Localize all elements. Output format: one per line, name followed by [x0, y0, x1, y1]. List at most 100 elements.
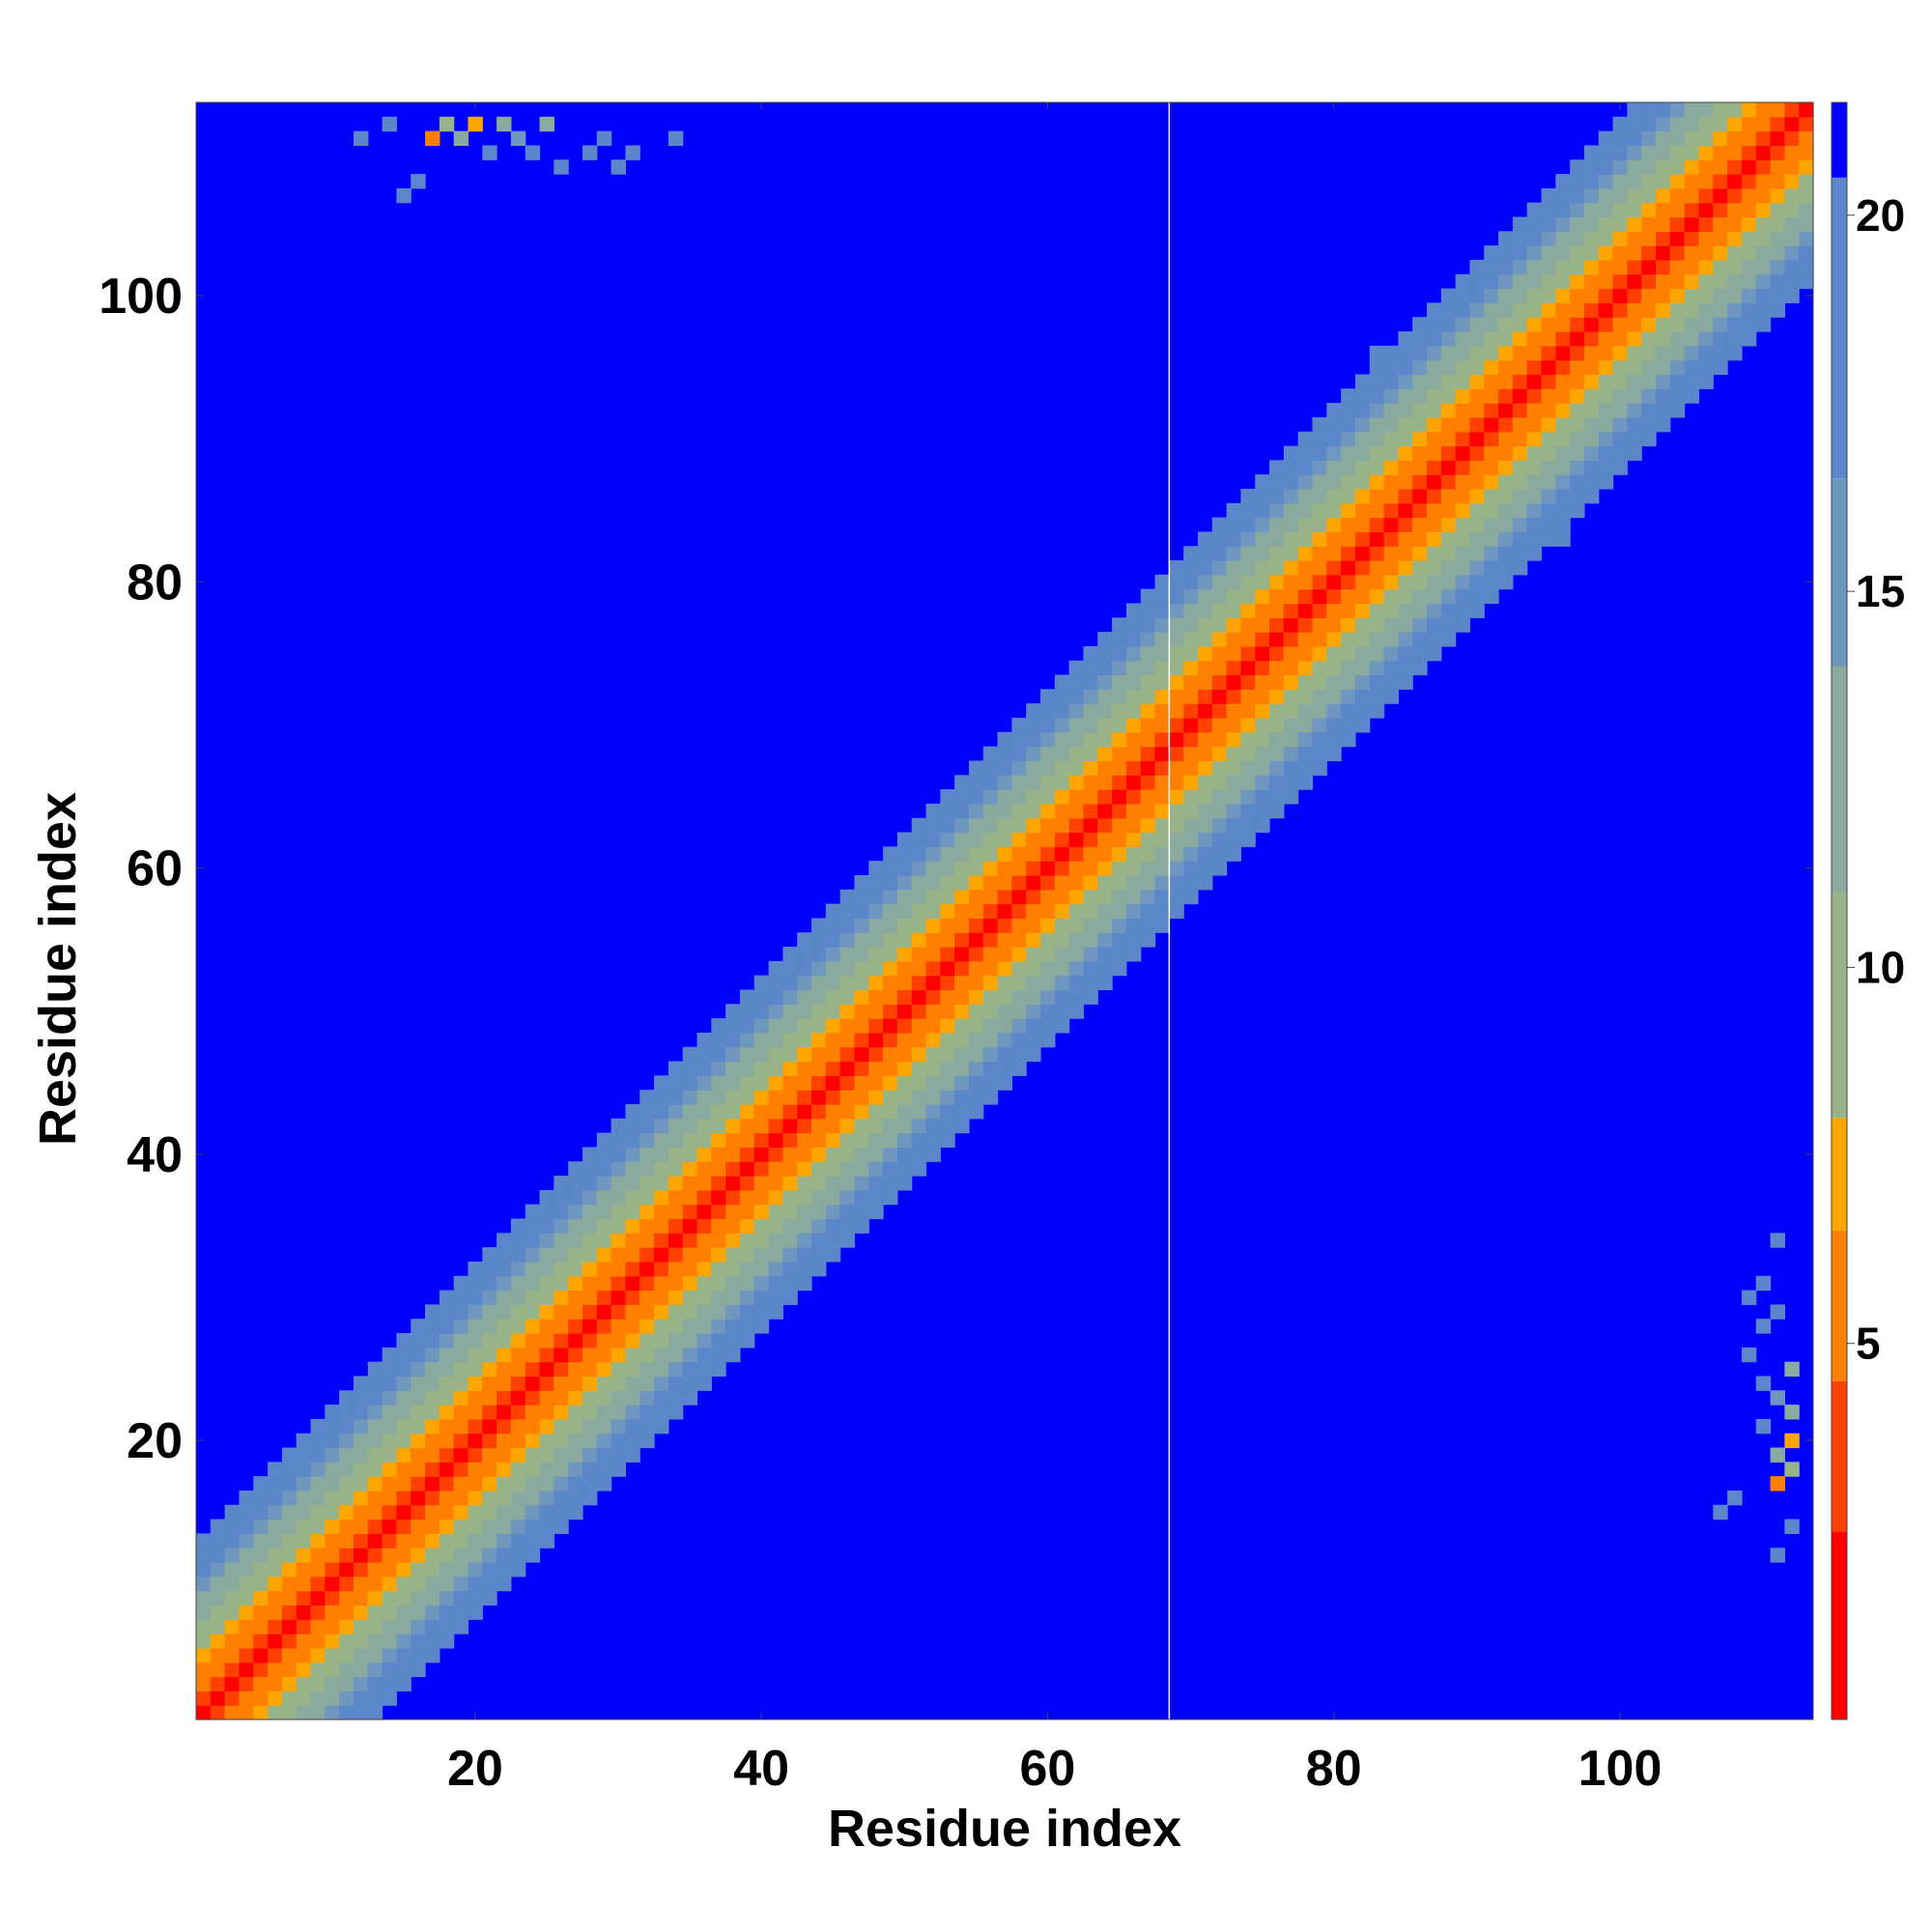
- heatmap-cell: [982, 1090, 999, 1105]
- heatmap-cell: [1312, 574, 1327, 590]
- heatmap-cell: [739, 1304, 755, 1320]
- heatmap-cell: [1656, 345, 1671, 361]
- heatmap-cell: [1440, 546, 1457, 561]
- heatmap-cell: [1183, 861, 1199, 876]
- heatmap-cell: [911, 889, 927, 905]
- heatmap-cell: [1669, 130, 1686, 147]
- heatmap-cell: [1211, 574, 1228, 590]
- heatmap-cell: [868, 932, 884, 948]
- heatmap-cell: [1283, 488, 1299, 504]
- heatmap-cell: [1211, 531, 1228, 547]
- heatmap-cell: [1197, 632, 1213, 647]
- heatmap-cell: [1326, 645, 1342, 662]
- heatmap-cell: [1713, 174, 1728, 189]
- heatmap-cell: [1784, 216, 1800, 232]
- heatmap-cell: [1469, 259, 1485, 275]
- colorbar-tick-label: 10: [1856, 942, 1905, 992]
- heatmap-cell: [1297, 517, 1314, 533]
- heatmap-cell: [482, 1390, 497, 1406]
- heatmap-cell: [782, 1147, 798, 1162]
- heatmap-cell: [1669, 245, 1686, 261]
- heatmap-cell: [954, 832, 970, 847]
- heatmap-cell: [753, 1261, 770, 1277]
- heatmap-cell: [682, 1361, 698, 1378]
- heatmap-cell: [1183, 560, 1199, 576]
- heatmap-cell: [1026, 889, 1041, 905]
- colorbar-segment: [1832, 1531, 1847, 1719]
- heatmap-cell: [1112, 861, 1127, 876]
- heatmap-cell: [1469, 359, 1485, 376]
- heatmap-cell: [1541, 388, 1556, 404]
- heatmap-cell: [811, 960, 827, 977]
- heatmap-cell: [654, 1161, 669, 1177]
- heatmap-cell: [596, 1376, 612, 1391]
- heatmap-cell: [782, 1018, 798, 1034]
- heatmap-cell: [1125, 632, 1142, 647]
- heatmap-cell: [1526, 331, 1543, 347]
- heatmap-cell: [725, 1319, 741, 1334]
- heatmap-cell: [310, 1619, 326, 1634]
- heatmap-cell: [1713, 273, 1728, 290]
- heatmap-cell: [1255, 488, 1270, 504]
- heatmap-cell: [1484, 359, 1499, 376]
- heatmap-cell: [554, 1333, 569, 1349]
- heatmap-cell: [1183, 718, 1199, 733]
- heatmap-cell: [1040, 960, 1056, 977]
- heatmap-cell: [497, 1519, 512, 1535]
- heatmap-cell: [210, 1676, 226, 1691]
- heatmap-cell: [611, 1233, 627, 1248]
- heatmap-cell: [1269, 689, 1285, 704]
- heatmap-cell: [696, 1118, 712, 1134]
- heatmap-cell: [353, 1490, 369, 1506]
- heatmap-cell: [268, 1590, 283, 1606]
- heatmap-cell: [382, 1533, 397, 1548]
- heatmap-cell: [482, 1261, 497, 1277]
- heatmap-cell: [896, 1004, 913, 1019]
- heatmap-cell: [525, 1290, 541, 1305]
- heatmap-cell: [382, 1634, 397, 1649]
- heatmap-cell: [411, 1662, 426, 1678]
- heatmap-cell: [539, 1504, 554, 1520]
- heatmap-cell: [382, 1576, 397, 1592]
- heatmap-cell: [711, 1032, 726, 1048]
- heatmap-cell: [396, 1619, 412, 1634]
- heatmap-cell: [1684, 159, 1700, 175]
- heatmap-cell: [339, 1705, 355, 1720]
- heatmap-cell: [1598, 302, 1614, 318]
- heatmap-cell: [554, 1504, 569, 1520]
- heatmap-cell: [1083, 832, 1098, 847]
- heatmap-cell: [396, 1504, 412, 1520]
- heatmap-cell: [339, 1490, 355, 1506]
- heatmap-cell: [768, 975, 783, 991]
- heatmap-cell: [739, 1147, 755, 1162]
- heatmap-cell: [596, 1161, 612, 1177]
- heatmap-cell: [296, 1662, 312, 1678]
- heatmap-cell: [353, 1576, 369, 1592]
- heatmap-cell: [682, 1376, 698, 1391]
- heatmap-cell: [925, 1118, 941, 1134]
- heatmap-cell: [1140, 889, 1156, 905]
- heatmap-cell: [210, 1576, 226, 1592]
- heatmap-cell: [854, 1132, 869, 1149]
- heatmap-cell: [896, 846, 913, 862]
- heatmap-cell: [1097, 632, 1113, 647]
- heatmap-cell: [554, 1304, 569, 1320]
- heatmap-cell: [1255, 746, 1270, 762]
- heatmap-cell: [968, 960, 984, 977]
- heatmap-cell: [568, 1447, 583, 1463]
- heatmap-cell: [911, 874, 927, 891]
- heatmap-cell: [1799, 116, 1814, 132]
- heatmap-cell: [367, 1361, 384, 1378]
- heatmap-cell: [1255, 718, 1270, 733]
- heatmap-cell: [1455, 345, 1471, 361]
- heatmap-cell: [797, 1204, 812, 1220]
- heatmap-cell: [1612, 416, 1629, 433]
- heatmap-cell: [1197, 617, 1213, 633]
- heatmap-cell: [482, 145, 497, 160]
- heatmap-cell: [1627, 116, 1642, 132]
- heatmap-cell: [1770, 288, 1785, 303]
- heatmap-cell: [997, 789, 1012, 805]
- heatmap-cell: [997, 989, 1012, 1005]
- heatmap-cell: [1412, 632, 1428, 647]
- heatmap-cell: [1369, 345, 1385, 361]
